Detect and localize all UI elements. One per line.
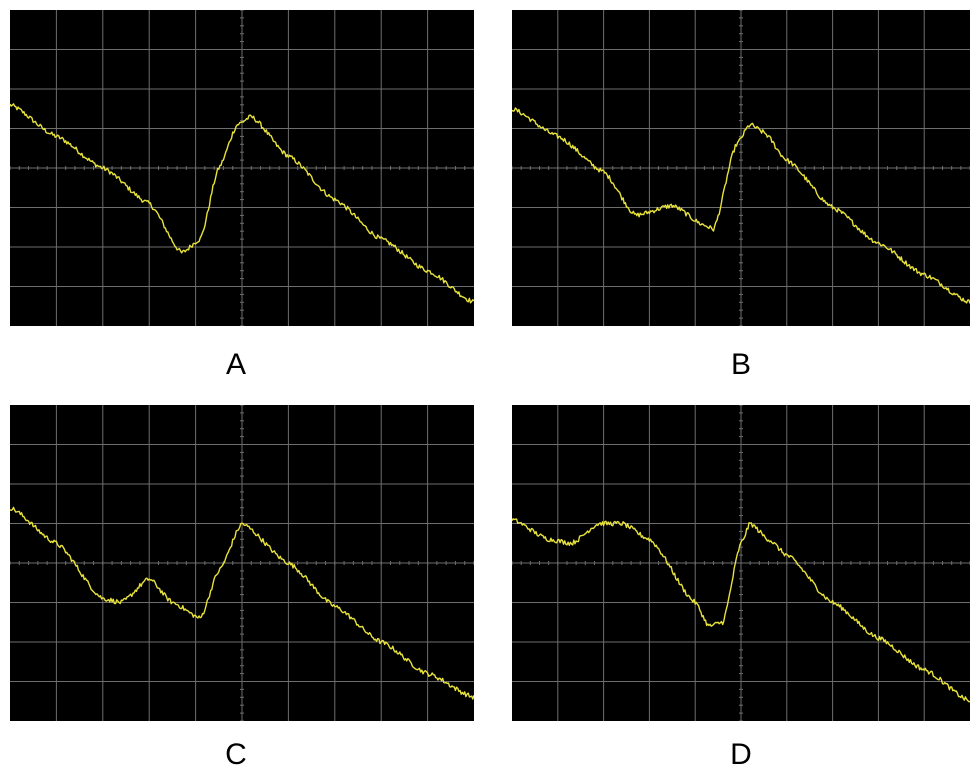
chart-b-svg: [512, 10, 970, 326]
chart-c-svg: [10, 405, 474, 721]
trace-series-d-0: [512, 518, 970, 703]
trace-series-b-0: [512, 107, 970, 304]
trace-series-c-0: [10, 506, 474, 700]
oscilloscope-panel-c: [10, 405, 474, 721]
caption-c: C: [225, 738, 247, 771]
oscilloscope-panel-d: [512, 405, 970, 721]
oscilloscope-panel-b: [512, 10, 970, 326]
chart-a-svg: [10, 10, 474, 326]
caption-b: B: [730, 348, 751, 381]
oscilloscope-panel-a: [10, 10, 474, 326]
chart-d-svg: [512, 405, 970, 721]
caption-a: A: [225, 348, 246, 381]
caption-d: D: [730, 738, 752, 771]
trace-series-a-0: [10, 103, 474, 304]
